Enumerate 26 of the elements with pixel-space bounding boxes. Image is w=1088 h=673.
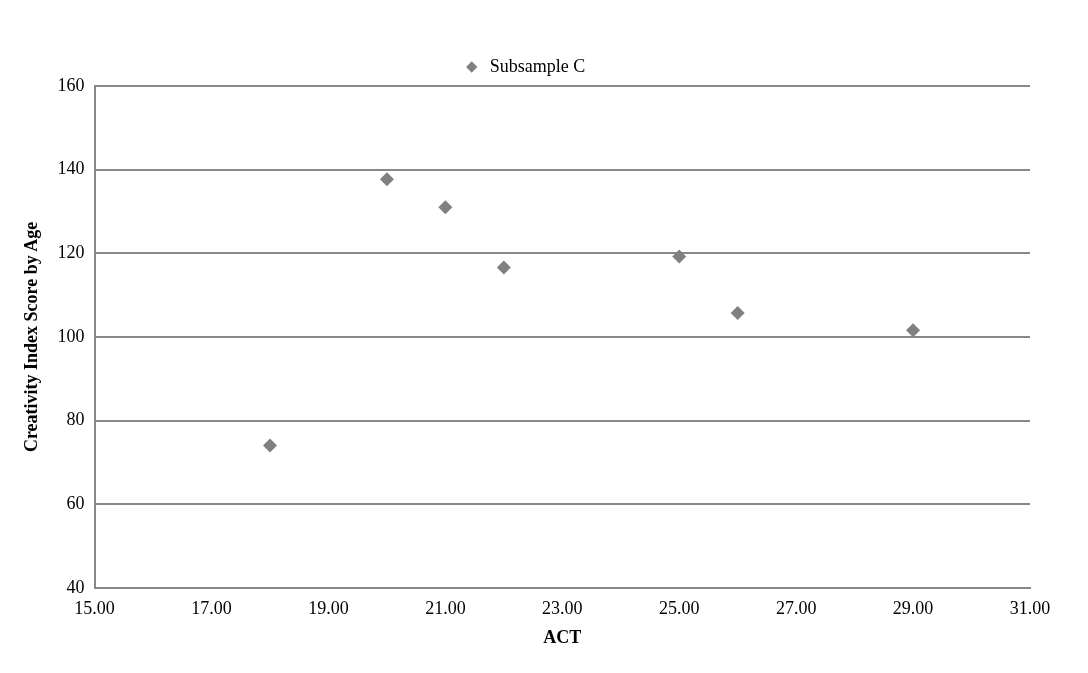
point [730, 306, 745, 321]
x-tick-label: 25.00 [658, 598, 700, 619]
x-tick-label: 21.00 [425, 598, 466, 619]
x-tick-label: 31.00 [1009, 598, 1051, 619]
y-tick-label: 140 [57, 158, 85, 179]
x-tick-label: 29.00 [892, 598, 934, 619]
y-tick-label: 160 [57, 74, 85, 95]
point [262, 438, 277, 453]
x-axis-title: ACT [543, 626, 582, 647]
x-tick-label: 23.00 [542, 598, 583, 619]
point [438, 200, 453, 215]
x-tick-label: 17.00 [191, 598, 232, 619]
point [906, 323, 921, 338]
legend-label: Subsample C [489, 55, 586, 76]
point [496, 260, 511, 275]
y-tick-label: 120 [57, 242, 85, 262]
y-tick-label: 40 [66, 576, 85, 597]
point [672, 249, 687, 264]
x-tick-label: 27.00 [775, 598, 817, 619]
y-tick-label: 60 [66, 492, 85, 513]
y-axis-title: Creativity Index Score by Age [21, 221, 42, 453]
x-tick-label: 15.00 [74, 598, 115, 619]
point [379, 172, 394, 187]
y-tick-label: 100 [57, 325, 85, 346]
y-tick-label: 80 [66, 409, 85, 430]
x-tick-label: 19.00 [308, 598, 349, 619]
